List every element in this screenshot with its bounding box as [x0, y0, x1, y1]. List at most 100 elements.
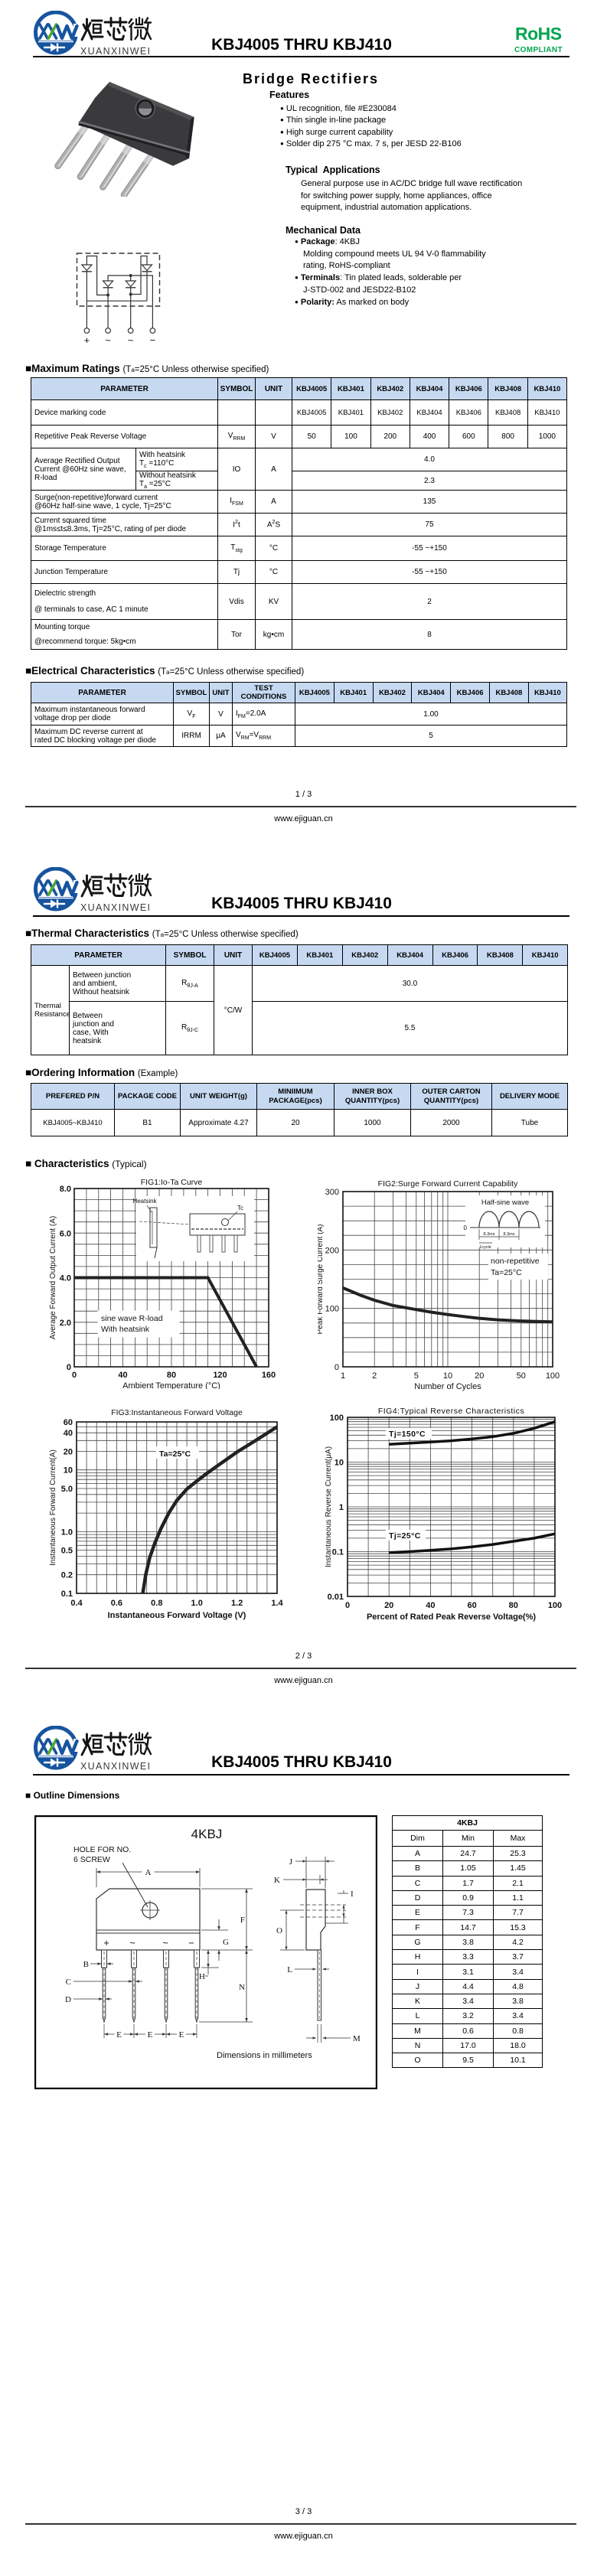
- svg-text:sine wave R-load: sine wave R-load: [101, 1314, 163, 1323]
- svg-text:Ta=25°C: Ta=25°C: [491, 1268, 522, 1277]
- svg-text:100: 100: [546, 1371, 560, 1381]
- svg-text:Dimensions in millimeters: Dimensions in millimeters: [217, 2051, 312, 2060]
- svg-text:1.0: 1.0: [61, 1528, 73, 1537]
- svg-text:0: 0: [345, 1601, 350, 1610]
- svg-text:1.0: 1.0: [191, 1599, 203, 1608]
- svg-text:0.2: 0.2: [61, 1571, 73, 1580]
- svg-text:8.3ms: 8.3ms: [484, 1232, 495, 1237]
- svg-text:~: ~: [105, 334, 111, 346]
- svg-text:40: 40: [426, 1601, 435, 1610]
- svg-text:80: 80: [509, 1601, 518, 1610]
- svg-text:120: 120: [213, 1371, 227, 1380]
- svg-text:0.01: 0.01: [328, 1593, 344, 1602]
- svg-text:20: 20: [64, 1447, 73, 1456]
- svg-text:0: 0: [464, 1224, 468, 1231]
- svg-text:6 SCREW: 6 SCREW: [73, 1855, 110, 1864]
- svg-text:L: L: [287, 1965, 292, 1974]
- svg-text:non-repetitive: non-repetitive: [491, 1257, 540, 1266]
- svg-text:20: 20: [475, 1371, 484, 1381]
- svg-text:−: −: [150, 334, 156, 346]
- svg-text:FIG3:Instantaneous Forward Vol: FIG3:Instantaneous Forward Voltage: [111, 1408, 243, 1417]
- svg-text:40: 40: [118, 1371, 127, 1380]
- svg-text:300: 300: [325, 1188, 339, 1197]
- svg-text:E: E: [116, 2030, 122, 2040]
- svg-text:1.4: 1.4: [271, 1599, 283, 1608]
- svg-text:0.5: 0.5: [61, 1547, 73, 1556]
- svg-text:Instantaneous Forward Current(: Instantaneous Forward Current(A): [49, 1449, 57, 1566]
- svg-text:5: 5: [414, 1371, 419, 1381]
- svg-text:Tj=25°C: Tj=25°C: [389, 1531, 421, 1541]
- svg-text:0.1: 0.1: [332, 1548, 344, 1557]
- svg-text:C: C: [66, 1978, 71, 1987]
- svg-text:0.6: 0.6: [111, 1599, 122, 1608]
- svg-text:F: F: [240, 1916, 245, 1925]
- svg-text:10: 10: [335, 1459, 344, 1468]
- svg-text:2: 2: [372, 1371, 377, 1381]
- svg-text:K: K: [274, 1876, 280, 1885]
- svg-text:I: I: [351, 1890, 354, 1899]
- svg-text:FIG2:Surge Forward Current Cap: FIG2:Surge Forward Current Capability: [378, 1179, 518, 1189]
- svg-text:XUANXINWEI: XUANXINWEI: [80, 902, 152, 913]
- svg-text:1cycle: 1cycle: [479, 1245, 491, 1250]
- svg-text:0: 0: [335, 1363, 339, 1372]
- svg-text:0: 0: [72, 1371, 77, 1380]
- svg-text:0.1: 0.1: [61, 1590, 73, 1599]
- svg-text:5.0: 5.0: [61, 1485, 73, 1494]
- svg-text:Half-sine wave: Half-sine wave: [481, 1198, 529, 1207]
- svg-text:J: J: [289, 1857, 293, 1867]
- svg-text:With heatsink: With heatsink: [101, 1325, 150, 1334]
- svg-text:G: G: [223, 1938, 229, 1947]
- svg-text:~: ~: [129, 1938, 135, 1948]
- svg-text:4.0: 4.0: [60, 1274, 71, 1283]
- svg-text:160: 160: [262, 1371, 276, 1380]
- svg-text:Instantaneous Reverse Current(: Instantaneous Reverse Current(μA): [325, 1446, 333, 1567]
- svg-text:40: 40: [64, 1429, 73, 1438]
- svg-text:10: 10: [443, 1371, 452, 1381]
- svg-text:XUANXINWEI: XUANXINWEI: [80, 1761, 152, 1772]
- svg-text:2.0: 2.0: [60, 1319, 71, 1328]
- svg-text:Peak Forward Surge Current (A): Peak Forward Surge Current (A): [318, 1224, 325, 1335]
- svg-text:60: 60: [467, 1601, 476, 1610]
- svg-text:Average Forward Output Current: Average Forward Output Current (A): [49, 1216, 57, 1340]
- svg-text:80: 80: [167, 1371, 176, 1380]
- svg-text:50: 50: [517, 1371, 526, 1381]
- svg-text:D: D: [65, 1995, 71, 2004]
- svg-text:B: B: [83, 1960, 89, 1969]
- svg-text:100: 100: [330, 1414, 344, 1423]
- svg-text:Tc: Tc: [237, 1205, 243, 1211]
- svg-text:−: −: [188, 1938, 194, 1948]
- svg-text:8.0: 8.0: [60, 1185, 71, 1194]
- svg-text:O: O: [276, 1926, 282, 1935]
- svg-text:200: 200: [325, 1246, 339, 1255]
- svg-text:FIG4:Typical Reverse Character: FIG4:Typical Reverse Characteristics: [378, 1407, 524, 1416]
- svg-text:~: ~: [128, 334, 134, 346]
- svg-text:10: 10: [64, 1466, 73, 1475]
- svg-text:Ta=25°C: Ta=25°C: [159, 1449, 191, 1459]
- svg-text:M: M: [353, 2034, 361, 2043]
- svg-text:60: 60: [64, 1418, 73, 1427]
- svg-text:Ambient Temperature (°C): Ambient Temperature (°C): [122, 1381, 220, 1389]
- svg-text:XUANXINWEI: XUANXINWEI: [80, 46, 152, 57]
- svg-text:0.4: 0.4: [70, 1599, 83, 1608]
- svg-text:A: A: [145, 1868, 152, 1877]
- svg-text:~: ~: [162, 1938, 168, 1948]
- svg-text:HOLE FOR NO.: HOLE FOR NO.: [73, 1845, 131, 1854]
- svg-text:1.2: 1.2: [231, 1599, 243, 1608]
- svg-text:E: E: [148, 2030, 153, 2040]
- svg-text:Heatsink: Heatsink: [132, 1198, 157, 1205]
- svg-text:6.0: 6.0: [60, 1229, 71, 1238]
- svg-text:Tj=150°C: Tj=150°C: [389, 1430, 426, 1439]
- svg-text:E: E: [179, 2030, 184, 2040]
- svg-text:4KBJ: 4KBJ: [191, 1827, 223, 1841]
- svg-text:20: 20: [384, 1601, 393, 1610]
- svg-text:0.8: 0.8: [151, 1599, 162, 1608]
- svg-text:+: +: [103, 1938, 109, 1948]
- svg-text:+: +: [84, 334, 90, 346]
- svg-text:N: N: [239, 1983, 245, 1992]
- svg-text:1: 1: [339, 1503, 344, 1512]
- svg-text:Percent of Rated Peak Reverse: Percent of Rated Peak Reverse Voltage(%): [367, 1612, 536, 1622]
- svg-text:8.3ms: 8.3ms: [504, 1232, 515, 1237]
- svg-text:H: H: [199, 1972, 205, 1981]
- svg-text:FIG1:Io-Ta Curve: FIG1:Io-Ta Curve: [141, 1178, 203, 1187]
- svg-text:0: 0: [67, 1363, 71, 1372]
